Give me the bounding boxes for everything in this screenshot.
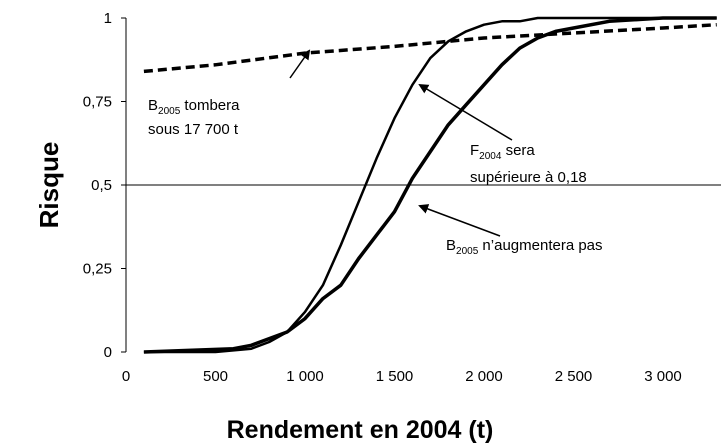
y-tick-label: 0 [104, 344, 112, 361]
x-axis-label: Rendement en 2004 (t) [227, 416, 494, 444]
y-tick-label: 1 [104, 10, 112, 27]
y-axis-label: Risque [34, 142, 64, 229]
series-line [143, 16, 717, 354]
x-tick-label: 1 000 [286, 368, 324, 385]
arrow [289, 49, 311, 79]
annotation-part: sous 17 700 t [148, 121, 239, 138]
x-tick-label: 0 [122, 368, 130, 385]
annotation-part: B [446, 237, 456, 254]
annotation-part: 2005 [456, 246, 479, 257]
y-tick-label: 0,25 [83, 261, 112, 278]
x-tick-label: 2 500 [555, 368, 593, 385]
annotation-part: supérieure à 0,18 [470, 169, 587, 186]
annotation-part: 2004 [479, 151, 502, 162]
annotation: supérieure à 0,18 [470, 169, 587, 186]
annotation-part: n’augmentera pas [478, 237, 602, 254]
annotation-part: F [470, 142, 479, 159]
arrow [418, 83, 513, 141]
x-tick-label: 3 000 [644, 368, 682, 385]
x-tick-label: 2 000 [465, 368, 503, 385]
x-tick-label: 500 [203, 368, 228, 385]
annotation-part: B [148, 97, 158, 114]
y-tick-label: 0,75 [83, 94, 112, 111]
annotation: B2005 tombera [148, 97, 240, 117]
series-line [143, 16, 717, 354]
annotation: F2004 sera [470, 142, 535, 162]
annotation-part: tombera [180, 97, 240, 114]
arrow [418, 204, 501, 237]
annotation: B2005 n’augmentera pas [446, 237, 603, 257]
annotation: sous 17 700 t [148, 121, 239, 138]
series-line [143, 22, 717, 74]
annotation-part: sera [501, 142, 535, 159]
x-tick-label: 1 500 [376, 368, 414, 385]
y-tick-label: 0,5 [91, 177, 112, 194]
annotation-part: 2005 [158, 106, 181, 117]
